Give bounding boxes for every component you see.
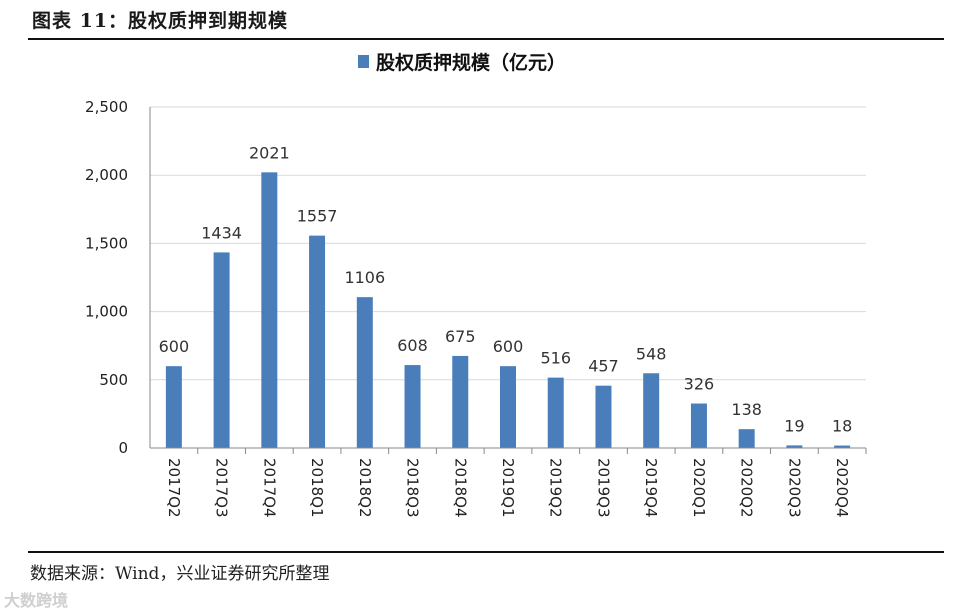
y-tick-label: 1,000 (85, 303, 128, 321)
bar (356, 297, 373, 448)
x-tick-label: 2019Q1 (499, 458, 517, 518)
bar-series (165, 172, 851, 448)
chart-legend: 股权质押规模（亿元） (358, 51, 566, 74)
legend-swatch (358, 55, 369, 68)
x-tick-label: 2019Q4 (642, 458, 660, 518)
x-tick-label: 2017Q3 (213, 458, 231, 518)
x-tick-label: 2017Q2 (165, 458, 183, 518)
bar (786, 445, 803, 448)
watermark-logo: 大数跨境 (4, 591, 69, 610)
bar (404, 365, 421, 448)
data-label: 1434 (201, 223, 242, 242)
bar (834, 445, 851, 448)
data-label: 600 (159, 337, 190, 356)
bar (547, 377, 564, 448)
data-label: 19 (784, 416, 804, 435)
x-tick-label: 2020Q3 (785, 458, 803, 518)
top-rule (28, 38, 944, 40)
data-label: 1557 (297, 207, 338, 226)
bar (261, 172, 278, 448)
y-tick-label: 2,500 (85, 98, 128, 116)
y-tick-label: 1,500 (85, 234, 128, 252)
data-label: 138 (731, 400, 762, 419)
x-tick-label: 2018Q3 (404, 458, 422, 518)
data-label: 548 (636, 344, 667, 363)
data-label: 608 (397, 336, 428, 355)
bar (165, 366, 182, 448)
bottom-rule (28, 551, 944, 553)
x-tick-label: 2020Q1 (690, 458, 708, 518)
x-tick-label: 2020Q4 (833, 458, 851, 518)
data-label: 18 (832, 417, 852, 436)
bar (500, 366, 516, 448)
x-tick-label: 2019Q2 (547, 458, 565, 518)
bar (690, 403, 707, 448)
y-tick-label: 0 (118, 439, 128, 457)
legend-label: 股权质押规模（亿元） (376, 51, 566, 74)
x-axis: 2017Q2 2017Q3 2017Q4 2018Q1 2018Q2 2018Q3 2018… (150, 447, 867, 518)
x-tick-label: 2017Q4 (260, 458, 278, 518)
figure-title: 图表 11：股权质押到期规模 (32, 10, 289, 32)
bar (595, 385, 612, 448)
x-tick-label: 2018Q4 (451, 458, 469, 518)
x-tick-label: 2019Q3 (594, 458, 612, 518)
x-tick-label: 2020Q2 (738, 458, 756, 518)
y-tick-label: 500 (99, 371, 128, 389)
data-label: 600 (493, 337, 524, 356)
bar (738, 429, 755, 448)
bar (643, 373, 660, 448)
data-label: 1106 (344, 268, 385, 287)
data-label: 516 (540, 349, 571, 368)
data-label: 675 (445, 327, 476, 346)
y-tick-label: 2,000 (85, 166, 128, 184)
x-tick-label: 2018Q1 (308, 458, 326, 518)
bar (309, 235, 326, 448)
bar (452, 355, 469, 448)
data-labels: 600 1434 2021 1557 1106 608 675 600 516 457 548 326… (159, 143, 853, 435)
data-label: 457 (588, 357, 619, 376)
y-axis: 0 500 1,000 1,500 2,000 2,500 (85, 98, 151, 457)
x-tick-label: 2018Q2 (356, 458, 374, 518)
bar (213, 252, 230, 448)
data-label: 326 (684, 375, 715, 394)
source-note: 数据来源：Wind，兴业证券研究所整理 (30, 564, 330, 584)
data-label: 2021 (249, 143, 290, 162)
